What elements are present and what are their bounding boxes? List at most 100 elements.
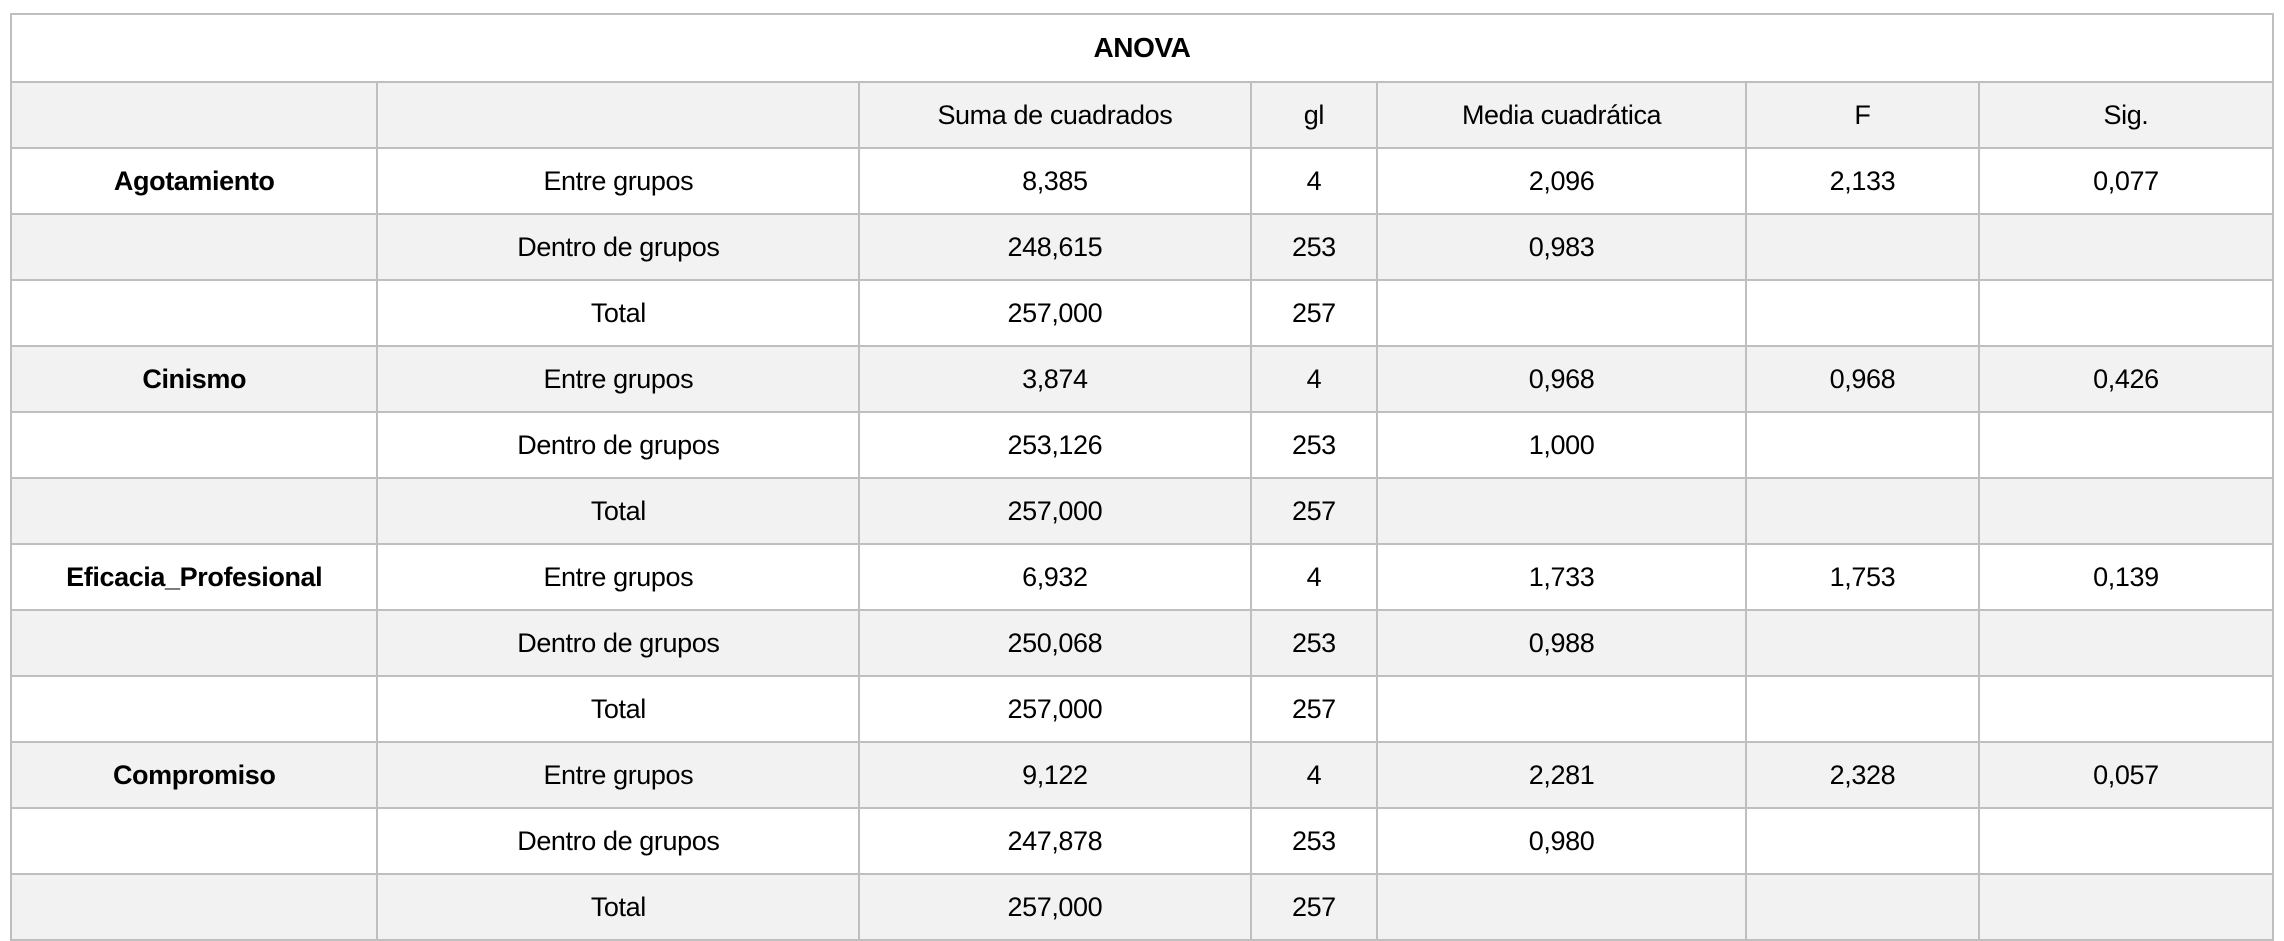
variable-cell xyxy=(9,279,379,347)
variable-cell xyxy=(9,675,379,743)
column-header-media-cuadratica: Media cuadrática xyxy=(1376,81,1747,149)
sig-cell xyxy=(1977,873,2275,941)
table-row-cinismo-dentro: Dentro de grupos 253,126 253 1,000 xyxy=(9,411,2275,479)
variable-cell xyxy=(9,411,379,479)
sig-cell: 0,426 xyxy=(1977,345,2275,413)
gl-cell: 4 xyxy=(1249,345,1379,413)
source-cell: Entre grupos xyxy=(376,345,861,413)
column-header-sig: Sig. xyxy=(1977,81,2275,149)
variable-cell xyxy=(9,873,379,941)
suma-cell: 257,000 xyxy=(858,477,1252,545)
table-row-eficacia-total: Total 257,000 257 xyxy=(9,675,2275,743)
column-header-source xyxy=(376,81,861,149)
f-cell: 2,328 xyxy=(1744,741,1980,809)
suma-cell: 9,122 xyxy=(858,741,1252,809)
source-cell: Total xyxy=(376,477,861,545)
f-cell xyxy=(1744,807,1980,875)
variable-cell: Eficacia_Profesional xyxy=(9,543,379,611)
suma-cell: 248,615 xyxy=(858,213,1252,281)
table-row-compromiso-total: Total 257,000 257 xyxy=(9,873,2275,941)
variable-cell xyxy=(9,213,379,281)
gl-cell: 253 xyxy=(1249,609,1379,677)
gl-cell: 4 xyxy=(1249,741,1379,809)
column-header-variable xyxy=(9,81,379,149)
variable-cell xyxy=(9,609,379,677)
f-cell xyxy=(1744,279,1980,347)
gl-cell: 253 xyxy=(1249,411,1379,479)
column-header-suma-de-cuadrados: Suma de cuadrados xyxy=(858,81,1252,149)
f-cell xyxy=(1744,213,1980,281)
gl-cell: 257 xyxy=(1249,477,1379,545)
sig-cell: 0,077 xyxy=(1977,147,2275,215)
source-cell: Dentro de grupos xyxy=(376,609,861,677)
source-cell: Total xyxy=(376,873,861,941)
suma-cell: 257,000 xyxy=(858,279,1252,347)
suma-cell: 247,878 xyxy=(858,807,1252,875)
sig-cell xyxy=(1977,675,2275,743)
table-row-cinismo-total: Total 257,000 257 xyxy=(9,477,2275,545)
variable-cell: Cinismo xyxy=(9,345,379,413)
sig-cell xyxy=(1977,279,2275,347)
sig-cell: 0,139 xyxy=(1977,543,2275,611)
media-cell: 0,980 xyxy=(1376,807,1747,875)
suma-cell: 8,385 xyxy=(858,147,1252,215)
gl-cell: 257 xyxy=(1249,675,1379,743)
variable-cell xyxy=(9,807,379,875)
f-cell xyxy=(1744,873,1980,941)
media-cell: 2,281 xyxy=(1376,741,1747,809)
table-row-agotamiento-total: Total 257,000 257 xyxy=(9,279,2275,347)
media-cell: 2,096 xyxy=(1376,147,1747,215)
media-cell xyxy=(1376,279,1747,347)
suma-cell: 253,126 xyxy=(858,411,1252,479)
f-cell: 2,133 xyxy=(1744,147,1980,215)
table-row-eficacia-entre: Eficacia_Profesional Entre grupos 6,932 … xyxy=(9,543,2275,611)
media-cell: 0,983 xyxy=(1376,213,1747,281)
f-cell: 1,753 xyxy=(1744,543,1980,611)
variable-cell: Compromiso xyxy=(9,741,379,809)
table-row-eficacia-dentro: Dentro de grupos 250,068 253 0,988 xyxy=(9,609,2275,677)
sig-cell xyxy=(1977,609,2275,677)
column-header-gl: gl xyxy=(1249,81,1379,149)
media-cell xyxy=(1376,477,1747,545)
f-cell xyxy=(1744,675,1980,743)
f-cell xyxy=(1744,609,1980,677)
media-cell: 0,988 xyxy=(1376,609,1747,677)
suma-cell: 3,874 xyxy=(858,345,1252,413)
media-cell: 1,000 xyxy=(1376,411,1747,479)
column-header-f: F xyxy=(1744,81,1980,149)
suma-cell: 257,000 xyxy=(858,675,1252,743)
gl-cell: 4 xyxy=(1249,147,1379,215)
table-title: ANOVA xyxy=(10,13,2274,83)
sig-cell xyxy=(1977,411,2275,479)
table-row-compromiso-entre: Compromiso Entre grupos 9,122 4 2,281 2,… xyxy=(9,741,2275,809)
sig-cell xyxy=(1977,477,2275,545)
table-row-agotamiento-entre: Agotamiento Entre grupos 8,385 4 2,096 2… xyxy=(9,147,2275,215)
media-cell xyxy=(1376,675,1747,743)
variable-cell xyxy=(9,477,379,545)
sig-cell xyxy=(1977,213,2275,281)
anova-table-container: ANOVA Suma de cuadrados gl Media cuadrát… xyxy=(9,13,2275,941)
suma-cell: 257,000 xyxy=(858,873,1252,941)
table-row-cinismo-entre: Cinismo Entre grupos 3,874 4 0,968 0,968… xyxy=(9,345,2275,413)
table-header-row: Suma de cuadrados gl Media cuadrática F … xyxy=(9,81,2275,149)
sig-cell: 0,057 xyxy=(1977,741,2275,809)
suma-cell: 250,068 xyxy=(858,609,1252,677)
media-cell: 0,968 xyxy=(1376,345,1747,413)
f-cell xyxy=(1744,477,1980,545)
gl-cell: 253 xyxy=(1249,807,1379,875)
table-title-row: ANOVA xyxy=(10,13,2274,83)
suma-cell: 6,932 xyxy=(858,543,1252,611)
f-cell: 0,968 xyxy=(1744,345,1980,413)
source-cell: Entre grupos xyxy=(376,147,861,215)
source-cell: Dentro de grupos xyxy=(376,807,861,875)
source-cell: Total xyxy=(376,279,861,347)
source-cell: Entre grupos xyxy=(376,543,861,611)
variable-cell: Agotamiento xyxy=(9,147,379,215)
table-row-agotamiento-dentro: Dentro de grupos 248,615 253 0,983 xyxy=(9,213,2275,281)
source-cell: Total xyxy=(376,675,861,743)
media-cell xyxy=(1376,873,1747,941)
source-cell: Entre grupos xyxy=(376,741,861,809)
source-cell: Dentro de grupos xyxy=(376,213,861,281)
gl-cell: 253 xyxy=(1249,213,1379,281)
anova-table: ANOVA Suma de cuadrados gl Media cuadrát… xyxy=(9,13,2275,941)
